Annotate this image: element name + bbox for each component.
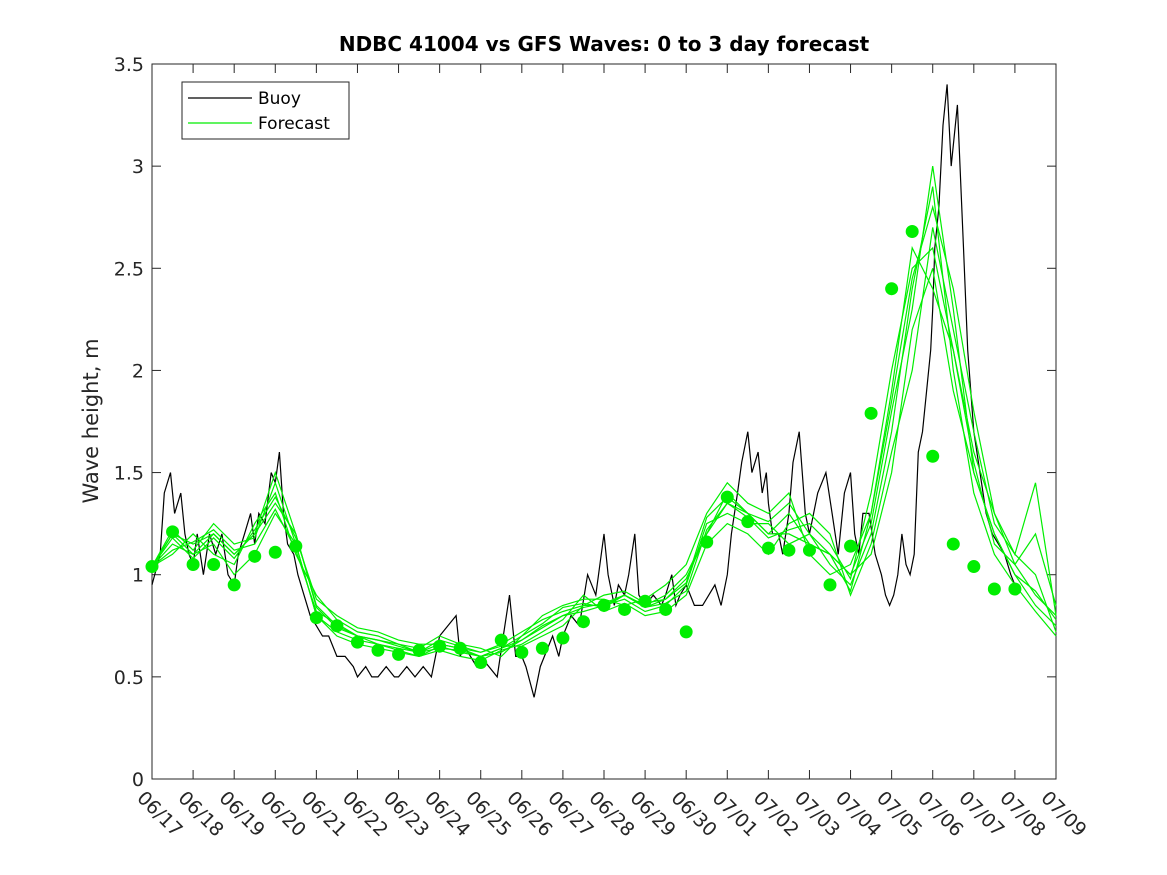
forecast-marker [1008,582,1022,596]
forecast-marker [576,615,590,629]
forecast-marker [987,582,1001,596]
forecast-marker [741,515,755,529]
forecast-marker [412,643,426,657]
y-tick-label: 2 [132,360,144,382]
forecast-marker [371,643,385,657]
forecast-marker [659,602,673,616]
forecast-marker [905,225,919,239]
forecast-marker [556,631,570,645]
y-tick-label: 0.5 [114,667,144,689]
forecast-marker [597,598,611,612]
forecast-marker [453,641,467,655]
forecast-marker [926,449,940,463]
forecast-marker [474,656,488,670]
forecast-marker [289,539,303,553]
forecast-marker [433,639,447,653]
forecast-marker [515,645,529,659]
y-tick-label: 2.5 [114,258,144,280]
forecast-marker [967,560,981,574]
forecast-marker [700,535,714,549]
y-tick-label: 1 [132,565,144,587]
forecast-marker [309,611,323,625]
forecast-marker [350,635,364,649]
legend-entry: Buoy [258,89,301,109]
y-tick-label: 3 [132,156,144,178]
forecast-marker [946,537,960,551]
y-tick-label: 0 [132,769,144,791]
forecast-marker [186,558,200,571]
y-axis-label: Wave height, m [79,338,103,503]
forecast-marker [145,560,159,574]
legend-entry: Forecast [258,114,330,134]
forecast-marker [535,641,549,655]
forecast-marker [679,625,693,639]
forecast-marker [227,578,241,592]
forecast-marker [248,549,262,563]
y-tick-label: 3.5 [114,54,144,76]
forecast-marker [761,541,775,555]
forecast-marker [207,558,221,571]
forecast-marker [864,406,878,420]
forecast-marker [618,602,632,616]
forecast-marker [802,543,816,557]
legend-box [181,81,350,140]
forecast-marker [885,282,899,296]
forecast-marker [166,525,180,539]
forecast-marker [494,633,508,647]
forecast-marker [782,543,796,557]
forecast-marker [823,578,837,592]
buoy-line [151,84,1018,698]
forecast-marker [844,539,858,553]
forecast-marker [720,490,734,504]
y-tick-label: 1.5 [114,463,144,485]
forecast-marker [268,545,282,559]
forecast-marker [392,647,406,661]
chart-title: NDBC 41004 vs GFS Waves: 0 to 3 day fore… [339,32,870,56]
forecast-marker [330,619,344,633]
forecast-marker [638,594,652,608]
